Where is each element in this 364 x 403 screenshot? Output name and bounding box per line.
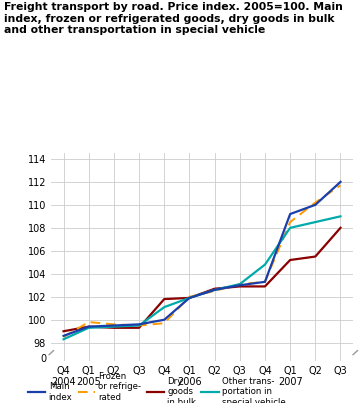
Legend: Main
index, Frozen
or refrige-
rated
goods, Dry
goods
in bulk, Other trans-
port: Main index, Frozen or refrige- rated goo…: [28, 372, 286, 403]
Text: Freight transport by road. Price index. 2005=100. Main
index, frozen or refriger: Freight transport by road. Price index. …: [4, 2, 343, 35]
